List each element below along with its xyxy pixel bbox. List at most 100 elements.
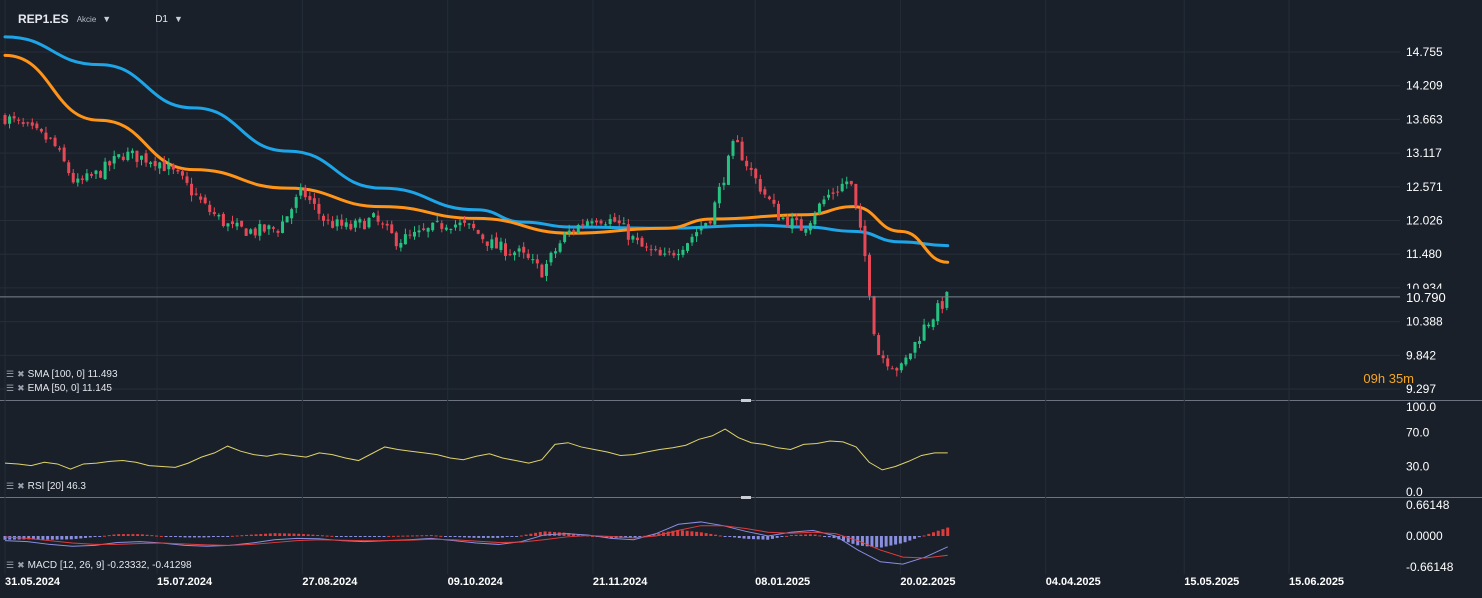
candle-up bbox=[513, 252, 517, 256]
candle-down bbox=[35, 123, 39, 129]
macd-histogram-bar bbox=[36, 536, 40, 540]
candle-up bbox=[149, 162, 153, 164]
candle-up bbox=[717, 186, 721, 204]
sma-indicator-label[interactable]: ☰ ✖ SMA [100, 0] 11.493 bbox=[6, 369, 118, 380]
candle-up bbox=[567, 230, 571, 234]
timeframe-dropdown-icon[interactable]: ▼ bbox=[173, 14, 183, 24]
macd-histogram-bar bbox=[65, 536, 69, 540]
candle-down bbox=[868, 254, 871, 296]
candle-down bbox=[221, 213, 225, 227]
candle-down bbox=[199, 196, 203, 200]
candle-down bbox=[89, 174, 93, 176]
candle-up bbox=[167, 164, 171, 170]
candle-up bbox=[249, 229, 253, 234]
candle-up bbox=[353, 220, 357, 228]
macd-histogram-bar bbox=[339, 536, 343, 537]
macd-histogram-bar bbox=[117, 534, 121, 536]
menu-icon[interactable]: ☰ bbox=[6, 383, 15, 393]
candle-down bbox=[626, 224, 630, 240]
candle-timer: 09h 35m bbox=[1363, 371, 1414, 386]
macd-histogram-bar bbox=[917, 536, 921, 538]
macd-histogram-bar bbox=[472, 536, 476, 538]
macd-histogram-bar bbox=[415, 535, 419, 537]
candle-down bbox=[581, 224, 585, 226]
candle-down bbox=[3, 115, 7, 124]
candle-down bbox=[890, 368, 894, 370]
close-icon[interactable]: ✖ bbox=[17, 560, 25, 570]
candle-down bbox=[799, 219, 803, 231]
macd-histogram-bar bbox=[121, 534, 125, 536]
candle-up bbox=[226, 223, 230, 227]
candle-up bbox=[367, 218, 371, 228]
menu-icon[interactable]: ☰ bbox=[6, 369, 15, 379]
price-tick-label: 9.842 bbox=[1406, 348, 1436, 362]
candle-down bbox=[940, 301, 944, 309]
candle-up bbox=[686, 243, 689, 251]
candle-down bbox=[208, 204, 212, 213]
macd-histogram-bar bbox=[382, 536, 386, 537]
macd-histogram-bar bbox=[406, 535, 410, 537]
candle-down bbox=[472, 223, 476, 229]
macd-histogram-bar bbox=[628, 536, 632, 538]
rsi-tick-label: 30.0 bbox=[1406, 460, 1430, 474]
menu-icon[interactable]: ☰ bbox=[6, 481, 15, 491]
candle-down bbox=[654, 249, 658, 251]
price-tick-label: 10.388 bbox=[1406, 315, 1443, 329]
candle-up bbox=[403, 234, 407, 245]
candle-down bbox=[53, 137, 57, 147]
last-price-badge bbox=[1403, 288, 1455, 305]
macd-histogram-bar bbox=[202, 536, 206, 538]
candle-down bbox=[171, 164, 175, 170]
macd-histogram-bar bbox=[576, 534, 580, 536]
candle-down bbox=[617, 220, 621, 224]
candle-up bbox=[299, 187, 303, 196]
macd-histogram-bar bbox=[249, 534, 253, 536]
symbol-dropdown-icon[interactable]: ▼ bbox=[102, 14, 112, 24]
macd-histogram-bar bbox=[695, 531, 699, 536]
candle-down bbox=[749, 167, 753, 170]
candle-down bbox=[849, 180, 853, 185]
macd-histogram-bar bbox=[922, 535, 926, 537]
candle-down bbox=[30, 122, 34, 126]
macd-indicator-label[interactable]: ☰ ✖ MACD [12, 26, 9] -0.23332, -0.41298 bbox=[6, 560, 192, 571]
rsi-indicator-label[interactable]: ☰ ✖ RSI [20] 46.3 bbox=[6, 481, 86, 492]
macd-histogram-bar bbox=[709, 533, 713, 536]
macd-histogram-bar bbox=[155, 535, 159, 537]
candle-up bbox=[531, 259, 535, 261]
ema-indicator-label[interactable]: ☰ ✖ EMA [50, 0] 11.145 bbox=[6, 383, 112, 394]
candle-up bbox=[576, 224, 580, 234]
macd-histogram-bar bbox=[842, 536, 846, 541]
close-icon[interactable]: ✖ bbox=[17, 369, 25, 379]
candle-up bbox=[158, 162, 162, 169]
macd-histogram-bar bbox=[112, 534, 116, 536]
candle-down bbox=[708, 221, 712, 224]
candle-down bbox=[485, 241, 489, 246]
macd-histogram-bar bbox=[794, 534, 798, 536]
price-tick-label: 12.571 bbox=[1406, 180, 1443, 194]
date-tick-label: 04.04.2025 bbox=[1046, 576, 1101, 588]
macd-tick-label: 0.0000 bbox=[1406, 529, 1443, 543]
macd-histogram-bar bbox=[519, 535, 523, 537]
macd-histogram-bar bbox=[510, 536, 514, 537]
date-tick-label: 15.06.2025 bbox=[1289, 576, 1344, 588]
macd-histogram-bar bbox=[88, 536, 92, 538]
candle-up bbox=[590, 221, 594, 224]
candle-down bbox=[831, 192, 835, 194]
macd-histogram-bar bbox=[704, 533, 708, 536]
candle-down bbox=[67, 162, 71, 174]
macd-histogram-bar bbox=[448, 536, 452, 537]
date-tick-label: 27.08.2024 bbox=[302, 576, 358, 588]
close-icon[interactable]: ✖ bbox=[17, 383, 25, 393]
candle-up bbox=[335, 219, 339, 227]
timeframe-label[interactable]: D1 bbox=[155, 13, 168, 25]
macd-histogram-bar bbox=[216, 536, 220, 537]
macd-histogram-bar bbox=[652, 534, 656, 536]
menu-icon[interactable]: ☰ bbox=[6, 560, 15, 570]
macd-histogram-bar bbox=[183, 536, 187, 538]
macd-histogram-bar bbox=[410, 535, 414, 537]
macd-histogram-bar bbox=[860, 536, 864, 546]
candle-up bbox=[845, 181, 849, 185]
close-icon[interactable]: ✖ bbox=[17, 481, 25, 491]
candle-up bbox=[918, 340, 922, 344]
